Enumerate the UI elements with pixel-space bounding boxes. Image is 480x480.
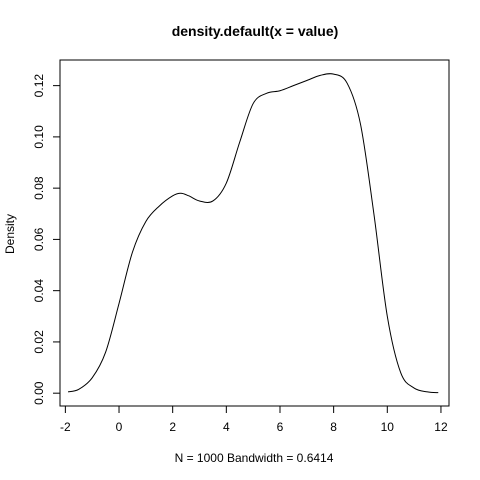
y-tick-label: 0.02 xyxy=(32,330,46,354)
x-axis-ticks: -2 0 2 4 6 8 10 12 xyxy=(60,406,448,434)
y-tick-label: 0.06 xyxy=(32,227,46,251)
density-series-line xyxy=(67,73,439,394)
x-axis-label: N = 1000 Bandwidth = 0.6414 xyxy=(175,451,334,465)
y-axis-label: Density xyxy=(3,214,17,254)
x-tick-label: -2 xyxy=(60,420,71,434)
y-axis-ticks: 0.00 0.02 0.04 0.06 0.08 0.10 0.12 xyxy=(32,74,60,405)
x-tick-label: 8 xyxy=(330,420,337,434)
y-tick-label: 0.10 xyxy=(32,125,46,149)
x-tick-label: 2 xyxy=(169,420,176,434)
y-tick-label: 0.12 xyxy=(32,74,46,98)
x-tick-label: 0 xyxy=(116,420,123,434)
chart-title: density.default(x = value) xyxy=(172,23,339,39)
y-tick-label: 0.04 xyxy=(32,279,46,303)
x-tick-label: 4 xyxy=(223,420,230,434)
y-tick-label: 0.00 xyxy=(32,381,46,405)
plot-box xyxy=(59,59,450,407)
y-tick-label: 0.08 xyxy=(32,176,46,200)
x-tick-label: 10 xyxy=(381,420,395,434)
x-tick-label: 6 xyxy=(277,420,284,434)
x-tick-label: 12 xyxy=(434,420,448,434)
